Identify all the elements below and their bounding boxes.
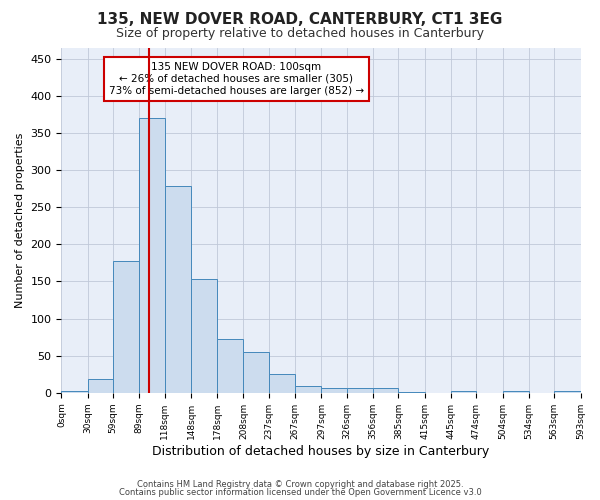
Bar (347, 388, 373, 393)
Text: Contains HM Land Registry data © Crown copyright and database right 2025.: Contains HM Land Registry data © Crown c… (137, 480, 463, 489)
Bar (164, 186, 191, 393)
Bar (244, 352, 269, 393)
Text: 135 NEW DOVER ROAD: 100sqm
← 26% of detached houses are smaller (305)
73% of sem: 135 NEW DOVER ROAD: 100sqm ← 26% of deta… (109, 62, 364, 96)
X-axis label: Distribution of detached houses by size in Canterbury: Distribution of detached houses by size … (152, 444, 490, 458)
Bar (217, 338, 244, 393)
Bar (503, 390, 529, 393)
Bar (139, 118, 164, 393)
Bar (373, 388, 398, 393)
Bar (554, 390, 581, 393)
Bar (295, 386, 322, 393)
Text: Size of property relative to detached houses in Canterbury: Size of property relative to detached ho… (116, 28, 484, 40)
Bar (113, 260, 139, 393)
Bar (322, 388, 347, 393)
Bar (61, 390, 88, 393)
Bar (191, 279, 217, 393)
Bar (398, 392, 425, 393)
Bar (451, 390, 476, 393)
Y-axis label: Number of detached properties: Number of detached properties (15, 132, 25, 308)
Bar (269, 374, 295, 393)
Text: Contains public sector information licensed under the Open Government Licence v3: Contains public sector information licen… (119, 488, 481, 497)
Text: 135, NEW DOVER ROAD, CANTERBURY, CT1 3EG: 135, NEW DOVER ROAD, CANTERBURY, CT1 3EG (97, 12, 503, 28)
Bar (88, 380, 113, 393)
